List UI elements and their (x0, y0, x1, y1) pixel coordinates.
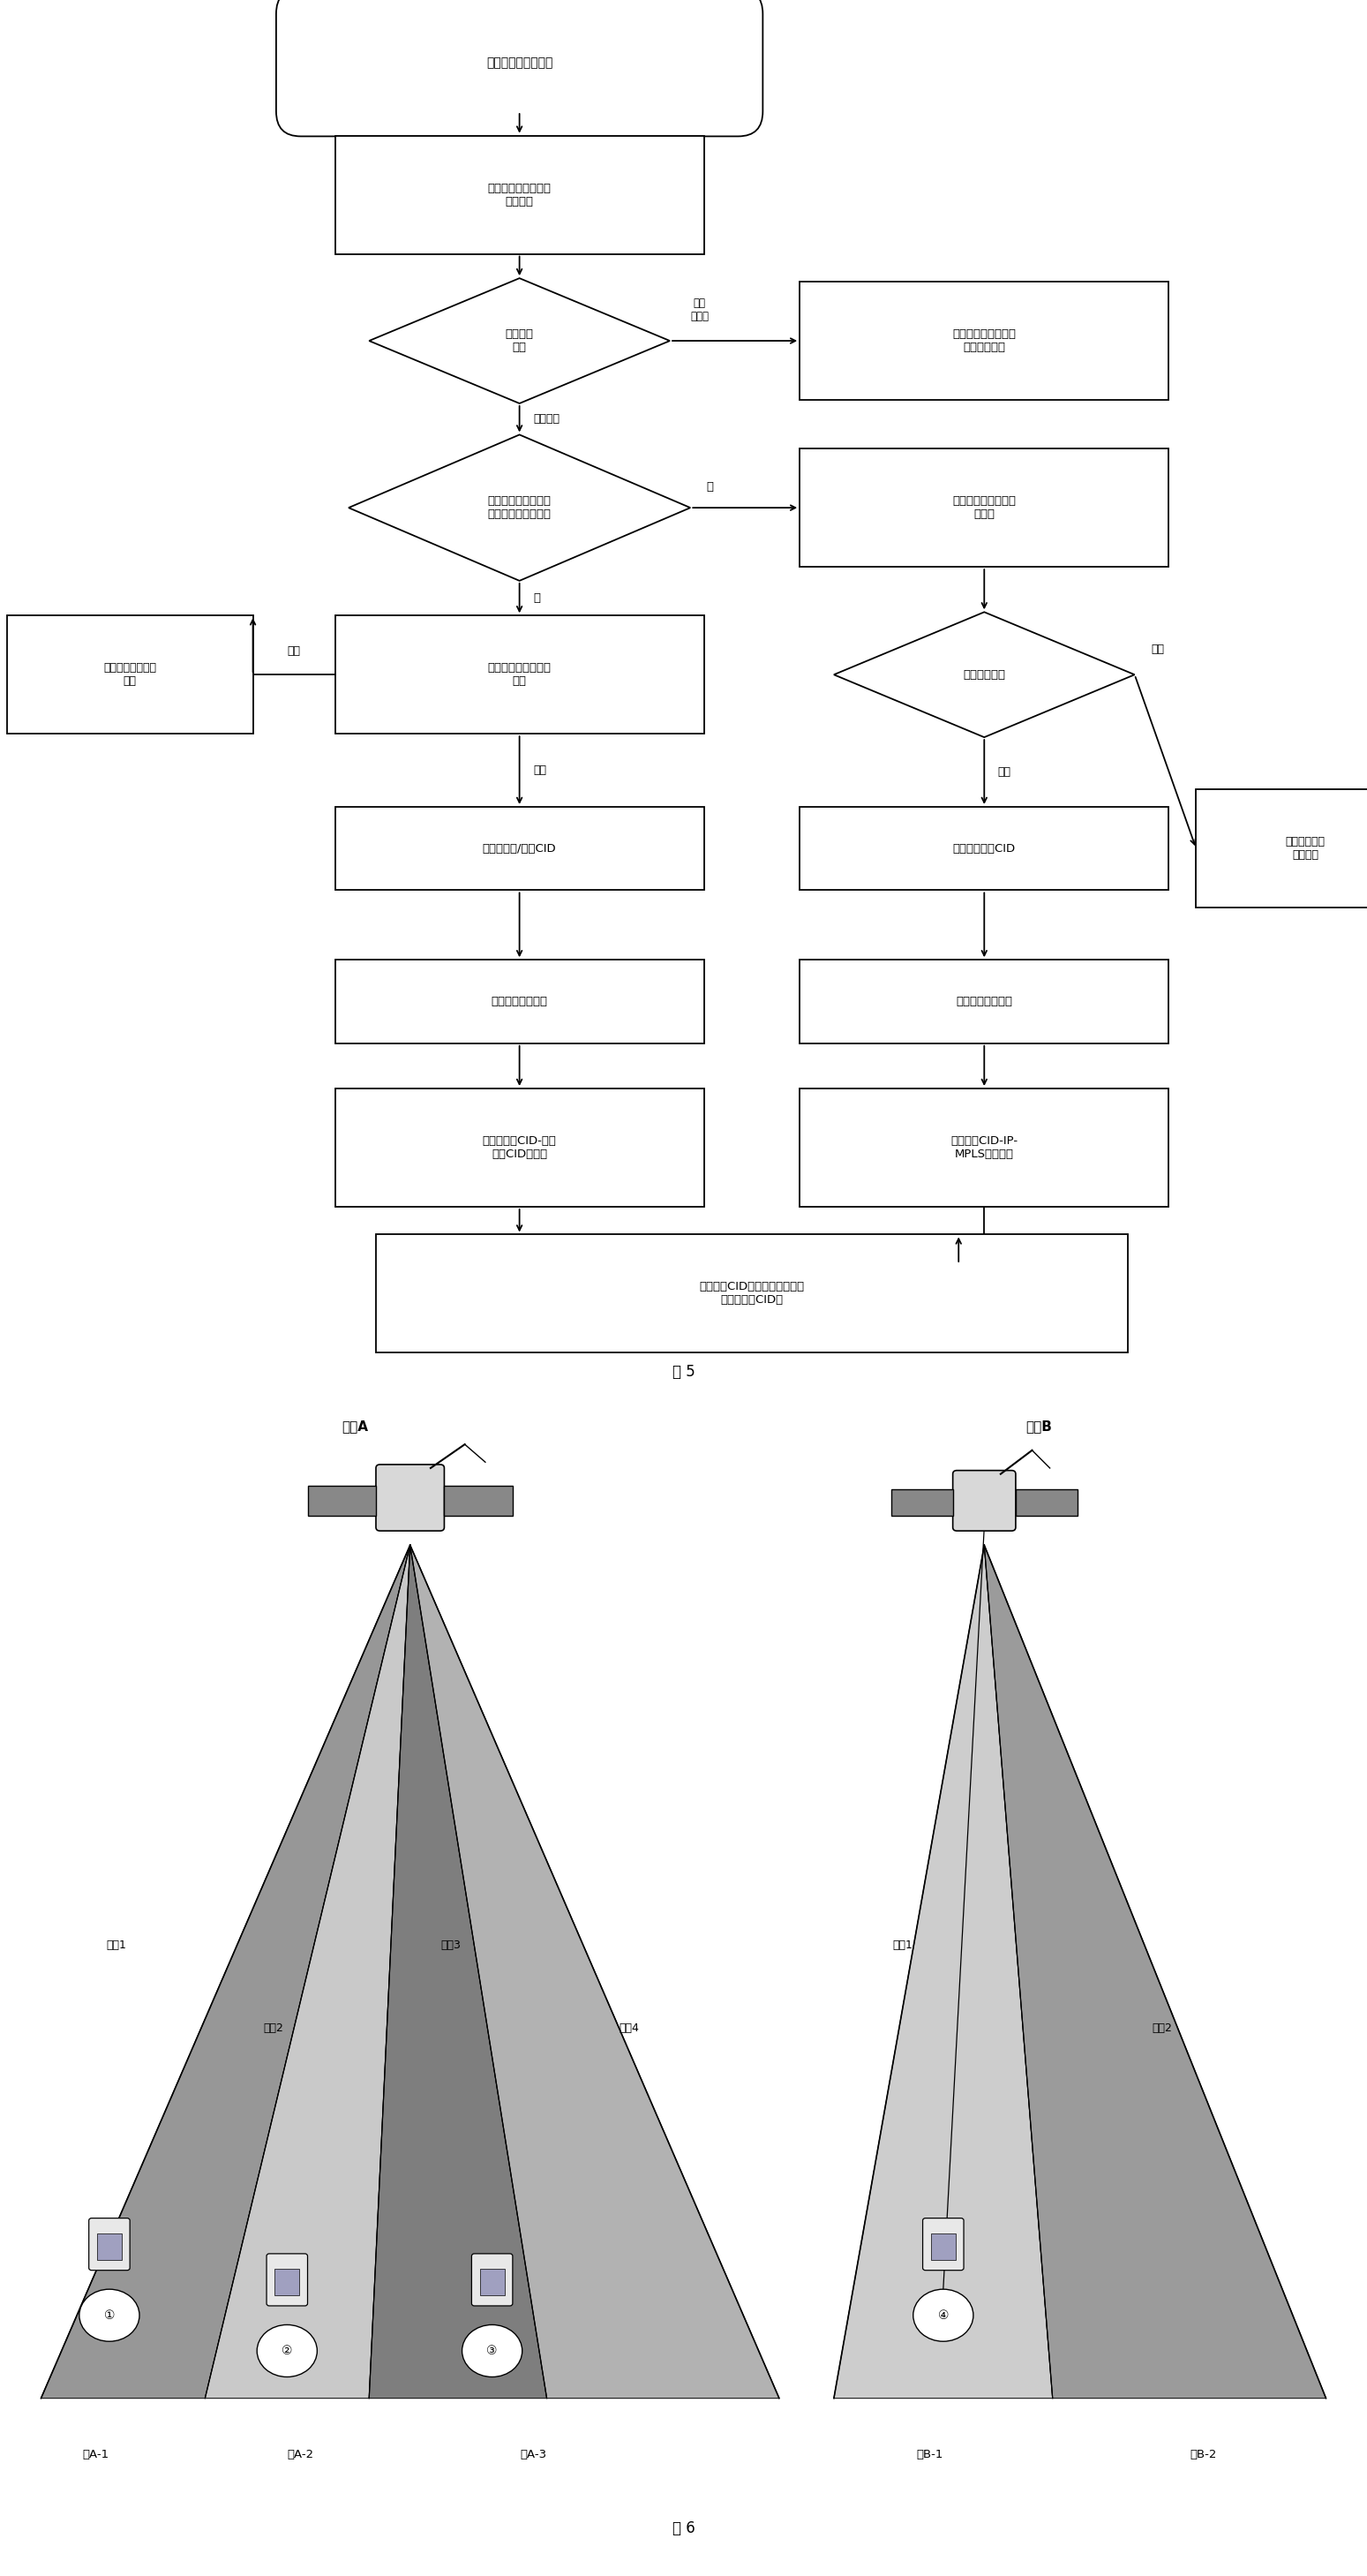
FancyBboxPatch shape (89, 2218, 130, 2269)
Bar (335, 961, 704, 1043)
Polygon shape (984, 1546, 1326, 2398)
Text: 提取业务连接请求的
具体参数: 提取业务连接请求的 具体参数 (488, 183, 551, 206)
Bar (335, 1090, 704, 1206)
Text: 图 6: 图 6 (673, 2522, 694, 2537)
Text: 失败: 失败 (287, 644, 301, 657)
Text: 是: 是 (533, 592, 540, 603)
Text: 卫星A: 卫星A (342, 1419, 369, 1432)
Text: 域A-3: 域A-3 (519, 2450, 547, 2460)
Text: 否: 否 (707, 482, 714, 492)
Text: ②: ② (282, 2344, 293, 2357)
Text: 连接
不允许: 连接 不允许 (690, 299, 709, 322)
FancyBboxPatch shape (444, 1486, 513, 1515)
Text: ④: ④ (938, 2308, 949, 2321)
Text: ①: ① (104, 2308, 115, 2321)
Text: 成功: 成功 (533, 765, 547, 775)
Bar (335, 616, 704, 734)
Text: 成功: 成功 (998, 765, 1012, 778)
Text: 域B-1: 域B-1 (916, 2450, 943, 2460)
FancyBboxPatch shape (267, 2254, 308, 2306)
Text: 域B-2: 域B-2 (1189, 2450, 1217, 2460)
Text: 卫星B: 卫星B (1025, 1419, 1053, 1432)
Circle shape (462, 2324, 522, 2378)
Circle shape (913, 2290, 973, 2342)
Polygon shape (834, 1546, 1053, 2398)
Text: 分配业务上/下行CID: 分配业务上/下行CID (483, 842, 556, 855)
Text: 如果为业务连接请求: 如果为业务连接请求 (487, 57, 552, 70)
Bar (931, 2233, 956, 2259)
FancyBboxPatch shape (376, 1466, 444, 1530)
Polygon shape (369, 278, 670, 404)
Text: 网络路径建立: 网络路径建立 (964, 670, 1005, 680)
Text: 波束4: 波束4 (619, 2022, 638, 2032)
Text: 为该连接预留资源: 为该连接预留资源 (491, 997, 548, 1007)
Circle shape (79, 2290, 139, 2342)
Polygon shape (349, 435, 690, 580)
Bar (800, 806, 1169, 891)
FancyBboxPatch shape (923, 2218, 964, 2269)
Text: ③: ③ (487, 2344, 498, 2357)
Bar (376, 1234, 1128, 1352)
Polygon shape (834, 613, 1135, 737)
Text: 波束2: 波束2 (264, 2022, 283, 2032)
Bar (335, 806, 704, 891)
FancyBboxPatch shape (308, 1486, 376, 1515)
FancyBboxPatch shape (472, 2254, 513, 2306)
Bar (800, 448, 1169, 567)
Bar (275, 2269, 299, 2295)
Bar (97, 2233, 122, 2259)
Bar (800, 281, 1169, 399)
Text: 连接允许: 连接允许 (533, 412, 559, 425)
Text: 波束3: 波束3 (442, 1940, 461, 1950)
FancyBboxPatch shape (1016, 1489, 1077, 1515)
Bar (1196, 788, 1367, 907)
Text: 生成源业务CID-目的
业务CID映射表: 生成源业务CID-目的 业务CID映射表 (483, 1136, 556, 1159)
Text: 利用管理CID成帧发给相应用户
（包含业务CID）: 利用管理CID成帧发给相应用户 （包含业务CID） (700, 1280, 804, 1306)
Bar (335, 137, 704, 255)
Text: 生成业务请求拒绝信
息，发给用户: 生成业务请求拒绝信 息，发给用户 (953, 330, 1016, 353)
Circle shape (257, 2324, 317, 2378)
Text: 图 5: 图 5 (673, 1365, 694, 1381)
Bar (800, 961, 1169, 1043)
Polygon shape (369, 1546, 547, 2398)
Text: 生成业务CID-IP-
MPLS映射信息: 生成业务CID-IP- MPLS映射信息 (950, 1136, 1018, 1159)
Bar (7, 616, 253, 734)
Text: 直接跟目的用户建立
连接: 直接跟目的用户建立 连接 (488, 662, 551, 688)
FancyBboxPatch shape (276, 0, 763, 137)
Text: 判断目的用户与源用
户是否处于同一小区: 判断目的用户与源用 户是否处于同一小区 (488, 495, 551, 520)
Text: 给用户发请求失败
信息: 给用户发请求失败 信息 (104, 662, 156, 688)
Text: 接入控制
判断: 接入控制 判断 (506, 330, 533, 353)
Text: 将相应请求信息传给
网络层: 将相应请求信息传给 网络层 (953, 495, 1016, 520)
Polygon shape (410, 1546, 779, 2398)
Text: 失败: 失败 (1151, 644, 1165, 654)
FancyBboxPatch shape (891, 1489, 953, 1515)
Bar (480, 2269, 504, 2295)
Text: 给用户发请求
失败信息: 给用户发请求 失败信息 (1285, 837, 1326, 860)
Text: 为该连接预留资源: 为该连接预留资源 (956, 997, 1013, 1007)
Text: 波束2: 波束2 (1152, 2022, 1172, 2032)
Text: 域A-1: 域A-1 (82, 2450, 109, 2460)
Polygon shape (205, 1546, 410, 2398)
FancyBboxPatch shape (953, 1471, 1016, 1530)
Text: 波束1: 波束1 (893, 1940, 912, 1950)
Text: 域A-2: 域A-2 (287, 2450, 314, 2460)
Text: 分配上行业务CID: 分配上行业务CID (953, 842, 1016, 855)
Text: 波束1: 波束1 (107, 1940, 126, 1950)
Bar (800, 1090, 1169, 1206)
Polygon shape (41, 1546, 410, 2398)
